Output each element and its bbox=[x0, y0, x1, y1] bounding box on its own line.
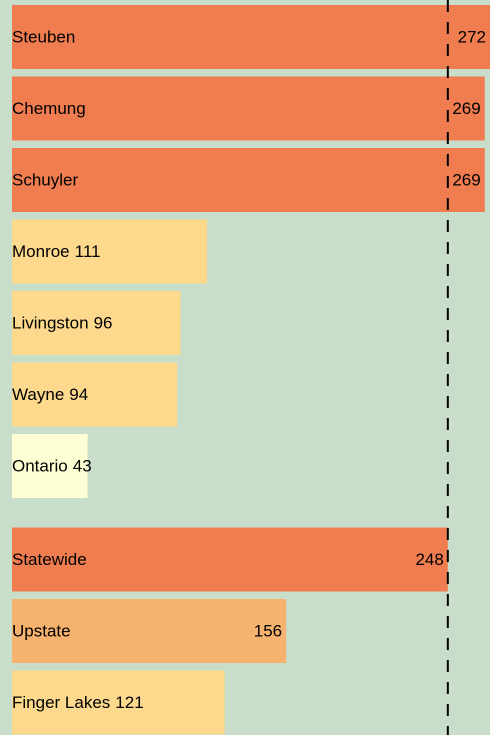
category-label: Livingston bbox=[12, 313, 89, 332]
category-label: Steuben bbox=[12, 27, 75, 46]
value-label: 94 bbox=[69, 385, 88, 404]
category-label: Wayne bbox=[12, 385, 64, 404]
category-label: Monroe bbox=[12, 242, 70, 261]
bar bbox=[12, 219, 208, 284]
value-label: 269 bbox=[452, 99, 480, 118]
category-label: Schuyler bbox=[12, 170, 78, 189]
bar bbox=[12, 148, 485, 212]
category-label: Upstate bbox=[12, 621, 71, 640]
bar bbox=[12, 76, 485, 141]
bar bbox=[12, 362, 178, 427]
bar bbox=[12, 527, 448, 592]
value-label: 111 bbox=[75, 242, 101, 261]
bar bbox=[12, 291, 181, 355]
bar bbox=[12, 599, 287, 663]
value-label: 269 bbox=[452, 170, 480, 189]
bar bbox=[12, 670, 225, 735]
bar bbox=[12, 5, 490, 69]
category-label: Finger Lakes bbox=[12, 693, 110, 712]
value-label: 272 bbox=[458, 27, 486, 46]
value-label: 121 bbox=[115, 693, 143, 712]
category-label: Ontario bbox=[12, 456, 68, 475]
value-label: 43 bbox=[73, 456, 92, 475]
value-label: 96 bbox=[94, 313, 113, 332]
bar bbox=[12, 434, 88, 498]
value-label: 156 bbox=[254, 621, 282, 640]
category-label: Chemung bbox=[12, 99, 86, 118]
value-label: 248 bbox=[415, 550, 443, 569]
category-label: Statewide bbox=[12, 550, 87, 569]
